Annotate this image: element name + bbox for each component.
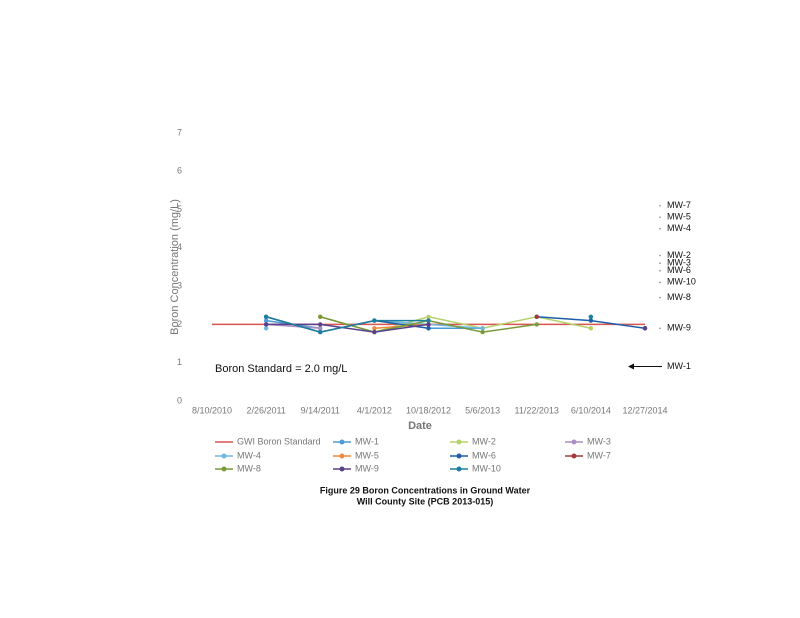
y-tick-label: 3 bbox=[177, 281, 182, 291]
end-label: MW-2 bbox=[667, 250, 691, 260]
legend-marker bbox=[221, 466, 227, 472]
point bbox=[426, 322, 431, 327]
legend-label: MW-5 bbox=[355, 450, 379, 460]
point bbox=[588, 314, 594, 319]
y-axis-label: Boron Concentration (mg/L) bbox=[169, 199, 181, 335]
end-label-dot bbox=[659, 204, 661, 207]
point bbox=[318, 322, 323, 327]
end-label: MW-3 bbox=[667, 258, 691, 268]
point bbox=[480, 326, 485, 331]
point bbox=[263, 314, 269, 319]
x-tick-label: 8/10/2010 bbox=[192, 405, 232, 415]
legend-label: MW-10 bbox=[472, 463, 501, 473]
legend-marker bbox=[339, 453, 345, 459]
y-tick-label: 7 bbox=[177, 127, 182, 137]
x-tick-label: 4/1/2012 bbox=[357, 405, 392, 415]
end-label-dot bbox=[659, 327, 661, 330]
end-label-dot bbox=[659, 254, 661, 257]
point bbox=[372, 329, 377, 335]
point bbox=[588, 326, 594, 331]
legend-marker bbox=[571, 453, 577, 459]
end-label-dot bbox=[659, 216, 661, 219]
end-label-dot bbox=[659, 227, 661, 230]
end-label-dot bbox=[659, 262, 661, 264]
legend-marker bbox=[571, 439, 577, 445]
legend-marker bbox=[339, 439, 345, 445]
legend-label: MW-6 bbox=[472, 450, 496, 460]
end-label-dot bbox=[659, 296, 661, 299]
point bbox=[426, 326, 431, 331]
y-tick-label: 2 bbox=[177, 319, 182, 329]
x-tick-label: 12/27/2014 bbox=[622, 405, 667, 415]
end-label: MW-5 bbox=[667, 212, 691, 222]
legend-label: MW-9 bbox=[355, 463, 379, 473]
point bbox=[642, 326, 648, 331]
x-axis-label: Date bbox=[408, 420, 432, 432]
point bbox=[318, 314, 323, 319]
arrow-head bbox=[628, 363, 634, 370]
point bbox=[372, 318, 377, 323]
end-label-dot bbox=[659, 270, 661, 272]
point bbox=[372, 326, 377, 331]
chart-subtitle: Will County Site (PCB 2013-015) bbox=[357, 496, 493, 506]
x-tick-label: 11/22/2013 bbox=[515, 405, 559, 415]
end-label: MW-9 bbox=[667, 323, 691, 333]
point bbox=[426, 318, 431, 323]
legend-marker bbox=[456, 466, 462, 472]
end-label: MW-6 bbox=[667, 265, 691, 275]
end-label-dot bbox=[659, 281, 661, 284]
end-label: MW-10 bbox=[667, 277, 696, 287]
point bbox=[263, 322, 269, 327]
point bbox=[318, 326, 323, 331]
legend-marker bbox=[456, 453, 462, 459]
chart-title: Figure 29 Boron Concentrations in Ground… bbox=[320, 485, 531, 495]
y-tick-label: 5 bbox=[177, 204, 182, 214]
x-tick-label: 2/26/2011 bbox=[246, 405, 285, 415]
point bbox=[534, 322, 539, 327]
point bbox=[426, 314, 431, 319]
legend-label: MW-1 bbox=[355, 436, 379, 446]
legend-label: MW-8 bbox=[237, 463, 261, 473]
x-tick-label: 6/10/2014 bbox=[571, 405, 611, 415]
legend-label: MW-4 bbox=[237, 450, 261, 460]
legend-label: MW-3 bbox=[587, 436, 611, 446]
point bbox=[318, 329, 323, 335]
point bbox=[263, 318, 269, 323]
x-tick-label: 5/6/2013 bbox=[465, 405, 500, 415]
legend-marker bbox=[221, 453, 227, 459]
legend-marker bbox=[339, 466, 345, 472]
end-label: MW-1 bbox=[667, 361, 691, 371]
x-tick-label: 10/18/2012 bbox=[406, 405, 451, 415]
end-label: MW-7 bbox=[667, 200, 691, 210]
y-tick-label: 1 bbox=[177, 357, 182, 367]
annotation: Boron Standard = 2.0 mg/L bbox=[215, 363, 347, 375]
point bbox=[263, 326, 269, 331]
point bbox=[588, 318, 594, 323]
legend-label: MW-2 bbox=[472, 436, 496, 446]
y-tick-label: 6 bbox=[177, 166, 182, 176]
legend-label: MW-7 bbox=[587, 450, 611, 460]
legend-label: GWI Boron Standard bbox=[237, 436, 321, 446]
end-label: MW-8 bbox=[667, 292, 691, 302]
legend-marker bbox=[456, 439, 462, 445]
point bbox=[534, 314, 539, 319]
end-label: MW-4 bbox=[667, 223, 691, 233]
point bbox=[480, 329, 485, 335]
y-tick-label: 0 bbox=[177, 395, 182, 405]
y-tick-label: 4 bbox=[177, 242, 182, 252]
x-tick-label: 9/14/2011 bbox=[301, 405, 340, 415]
